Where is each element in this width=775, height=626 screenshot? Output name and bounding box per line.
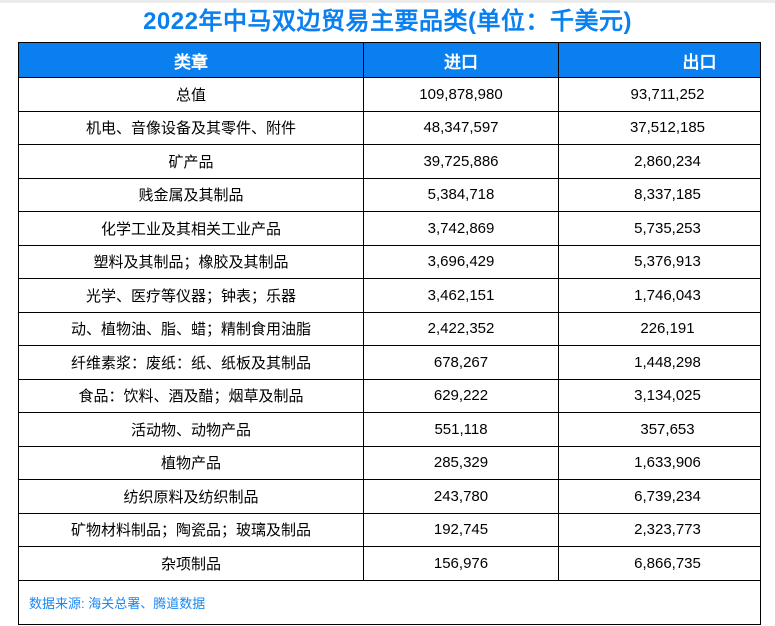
export-cell-value: 226,191 [640, 320, 695, 338]
column-header-export: 出口 [558, 42, 761, 78]
column-header-category-label: 类章 [174, 52, 208, 72]
export-cell: 226,191 [558, 311, 761, 346]
table-row: 纺织原料及纺织制品 243,780 6,739,234 [18, 479, 761, 514]
export-cell-value: 37,512,185 [629, 119, 706, 137]
export-cell: 357,653 [558, 412, 761, 447]
category-cell: 总值 [18, 77, 364, 112]
export-cell-value: 2,860,234 [634, 152, 701, 170]
import-cell: 2,422,352 [363, 311, 559, 346]
export-cell: 93,711,252 [558, 77, 761, 112]
category-cell: 活动物、动物产品 [18, 412, 364, 447]
export-cell-value: 6,866,735 [634, 554, 701, 572]
table-row: 动、植物油、脂、蜡；精制食用油脂 2,422,352 226,191 [18, 311, 761, 346]
export-cell-value: 1,448,298 [634, 353, 701, 371]
table-row: 植物产品 285,329 1,633,906 [18, 445, 761, 480]
export-cell: 2,860,234 [558, 144, 761, 179]
table-row: 活动物、动物产品 551,118 357,653 [18, 412, 761, 447]
table-row: 食品：饮料、酒及醋；烟草及制品 629,222 3,134,025 [18, 378, 761, 413]
export-cell-value: 1,746,043 [634, 286, 701, 304]
category-cell: 动、植物油、脂、蜡；精制食用油脂 [18, 311, 364, 346]
window-edge-strip [0, 0, 775, 3]
export-cell-value: 93,711,252 [630, 85, 705, 103]
export-cell: 6,739,234 [558, 479, 761, 514]
import-cell: 192,745 [363, 512, 559, 547]
export-cell: 5,735,253 [558, 211, 761, 246]
category-cell: 贱金属及其制品 [18, 177, 364, 212]
category-cell: 纺织原料及纺织制品 [18, 479, 364, 514]
export-cell: 1,633,906 [558, 445, 761, 480]
table-row: 机电、音像设备及其零件、附件 48,347,597 37,512,185 [18, 110, 761, 145]
table-row: 塑料及其制品；橡胶及其制品 3,696,429 5,376,913 [18, 244, 761, 279]
table-header: 类章 进口 出口 [18, 42, 761, 78]
table-row: 总值 109,878,980 93,711,252 [18, 77, 761, 112]
export-cell-value: 3,134,025 [634, 387, 701, 405]
import-cell: 551,118 [363, 412, 559, 447]
column-header-export-label: 出口 [682, 52, 717, 72]
export-cell: 2,323,773 [558, 512, 761, 547]
import-cell: 156,976 [363, 546, 559, 581]
category-cell: 矿物材料制品；陶瓷品；玻璃及制品 [18, 512, 364, 547]
export-cell: 8,337,185 [558, 177, 761, 212]
export-cell: 37,512,185 [558, 110, 761, 145]
export-cell: 3,134,025 [558, 378, 761, 413]
column-header-category: 类章 [18, 42, 364, 78]
export-cell-value: 1,633,906 [634, 454, 701, 472]
page-title: 2022年中马双边贸易主要品类(单位：千美元) [143, 8, 632, 35]
table-row: 光学、医疗等仪器；钟表；乐器 3,462,151 1,746,043 [18, 278, 761, 313]
import-cell: 285,329 [363, 445, 559, 480]
category-cell: 杂项制品 [18, 546, 364, 581]
export-cell: 1,746,043 [558, 278, 761, 313]
import-cell: 109,878,980 [363, 77, 559, 112]
table-footer: 数据来源: 海关总署、腾道数据 [18, 579, 761, 625]
category-cell: 光学、医疗等仪器；钟表；乐器 [18, 278, 364, 313]
export-cell-value: 5,735,253 [634, 219, 701, 237]
import-cell: 5,384,718 [363, 177, 559, 212]
import-cell: 678,267 [363, 345, 559, 380]
table-row: 矿产品 39,725,886 2,860,234 [18, 144, 761, 179]
column-header-import-label: 进口 [444, 52, 478, 72]
category-cell: 机电、音像设备及其零件、附件 [18, 110, 364, 145]
category-cell: 食品：饮料、酒及醋；烟草及制品 [18, 378, 364, 413]
export-cell-value: 8,337,185 [634, 186, 701, 204]
import-cell: 3,742,869 [363, 211, 559, 246]
category-cell: 纤维素浆：废纸：纸、纸板及其制品 [18, 345, 364, 380]
export-cell-value: 2,323,773 [634, 521, 701, 539]
table-body: 总值 109,878,980 93,711,252 机电、音像设备及其零件、附件 48,… [18, 77, 761, 581]
export-cell-value: 6,739,234 [634, 487, 701, 505]
category-cell: 矿产品 [18, 144, 364, 179]
header-row: 类章 进口 出口 [18, 42, 761, 78]
import-cell: 629,222 [363, 378, 559, 413]
source-cell: 数据来源: 海关总署、腾道数据 [18, 579, 761, 625]
export-cell-value: 5,376,913 [634, 253, 701, 271]
export-cell: 6,866,735 [558, 546, 761, 581]
category-cell: 植物产品 [18, 445, 364, 480]
import-cell: 3,462,151 [363, 278, 559, 313]
import-cell: 243,780 [363, 479, 559, 514]
category-cell: 塑料及其制品；橡胶及其制品 [18, 244, 364, 279]
data-source-note: 数据来源: 海关总署、腾道数据 [29, 595, 206, 611]
table-row: 杂项制品 156,976 6,866,735 [18, 546, 761, 581]
export-cell: 5,376,913 [558, 244, 761, 279]
column-header-import: 进口 [363, 42, 559, 78]
category-cell: 化学工业及其相关工业产品 [18, 211, 364, 246]
import-cell: 3,696,429 [363, 244, 559, 279]
table-row: 贱金属及其制品 5,384,718 8,337,185 [18, 177, 761, 212]
export-cell-value: 357,653 [640, 420, 695, 438]
source-row: 数据来源: 海关总署、腾道数据 [18, 579, 761, 625]
trade-table: 类章 进口 出口 总值 109,878,980 93,711,252 机电、音像设备及… [18, 42, 761, 625]
table-row: 纤维素浆：废纸：纸、纸板及其制品 678,267 1,448,298 [18, 345, 761, 380]
export-cell: 1,448,298 [558, 345, 761, 380]
table-row: 矿物材料制品；陶瓷品；玻璃及制品 192,745 2,323,773 [18, 512, 761, 547]
import-cell: 48,347,597 [363, 110, 559, 145]
import-cell: 39,725,886 [363, 144, 559, 179]
table-row: 化学工业及其相关工业产品 3,742,869 5,735,253 [18, 211, 761, 246]
